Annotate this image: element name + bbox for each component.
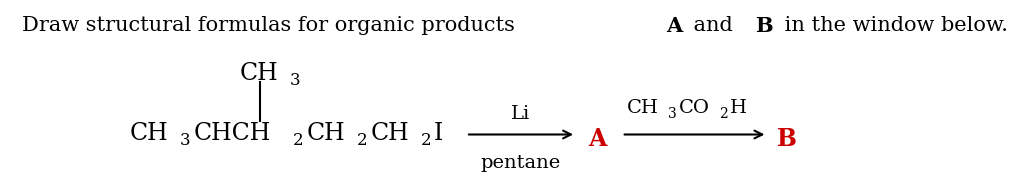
Text: CH: CH bbox=[371, 122, 410, 145]
Text: CHCH: CHCH bbox=[194, 122, 270, 145]
Text: B: B bbox=[777, 126, 798, 151]
Text: 2: 2 bbox=[293, 132, 304, 149]
Text: 2: 2 bbox=[420, 132, 431, 149]
Text: pentane: pentane bbox=[481, 154, 561, 172]
Text: in the window below.: in the window below. bbox=[778, 16, 1008, 35]
Text: CO: CO bbox=[679, 99, 710, 117]
Text: 3: 3 bbox=[180, 132, 190, 149]
Text: H: H bbox=[730, 99, 748, 117]
Text: I: I bbox=[434, 122, 443, 145]
Text: 3: 3 bbox=[290, 72, 300, 89]
Text: 2: 2 bbox=[356, 132, 368, 149]
Text: CH: CH bbox=[240, 62, 279, 85]
Text: CH: CH bbox=[130, 122, 169, 145]
Text: A: A bbox=[667, 16, 683, 36]
Text: B: B bbox=[755, 16, 773, 36]
Text: Li: Li bbox=[511, 104, 530, 122]
Text: and: and bbox=[687, 16, 740, 35]
Text: Draw structural formulas for organic products: Draw structural formulas for organic pro… bbox=[22, 16, 521, 35]
Text: A: A bbox=[588, 126, 606, 151]
Text: CH: CH bbox=[307, 122, 345, 145]
Text: 2: 2 bbox=[719, 107, 728, 121]
Text: CH: CH bbox=[627, 99, 658, 117]
Text: 3: 3 bbox=[668, 107, 677, 121]
